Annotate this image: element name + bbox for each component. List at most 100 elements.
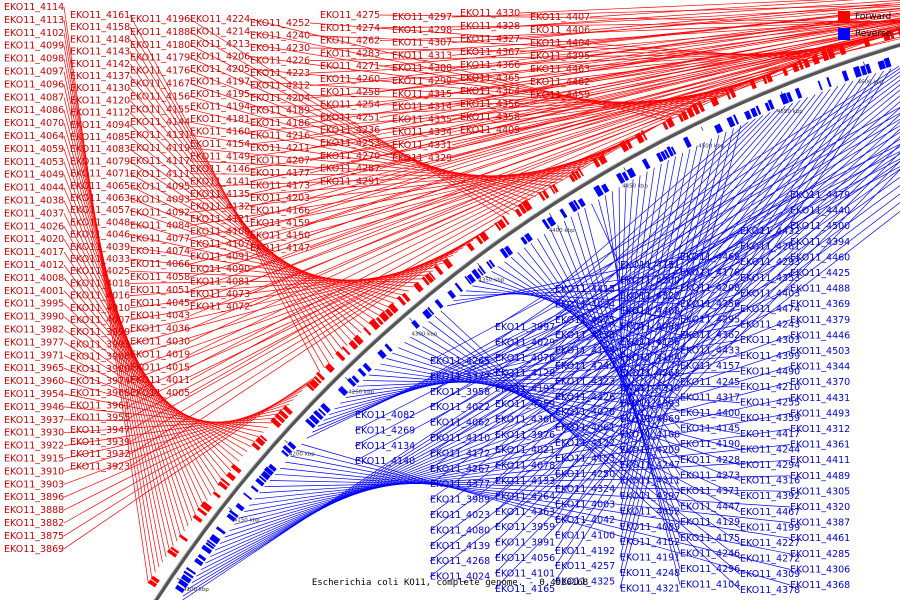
reverse-connector xyxy=(362,380,741,388)
reverse-gene xyxy=(488,259,496,268)
forward-connector xyxy=(63,19,153,578)
forward-gene-label: EKO11_4148 xyxy=(70,34,130,45)
forward-gene-label: EKO11_4176 xyxy=(130,66,190,77)
reverse-gene-label: EKO11_4209 xyxy=(620,445,680,456)
forward-gene xyxy=(170,546,180,554)
tick-mark xyxy=(344,376,349,381)
tick-label: 4550 kbp xyxy=(777,109,803,115)
reverse-gene-label: EKO11_4322 xyxy=(620,291,680,302)
reverse-connector xyxy=(429,125,900,408)
reverse-gene-label: EKO11_4467 xyxy=(740,507,800,518)
reverse-gene-label: EKO11_3991 xyxy=(495,538,555,549)
reverse-gene-label: EKO11_4082 xyxy=(355,410,415,421)
forward-connector xyxy=(451,25,900,120)
forward-gene xyxy=(665,117,675,128)
reverse-gene-label: EKO11_4138 xyxy=(555,330,615,341)
forward-gene-label: EKO11_3947 xyxy=(70,425,130,436)
forward-gene xyxy=(428,271,436,281)
reverse-gene xyxy=(726,116,736,128)
forward-connector xyxy=(63,419,273,424)
forward-connector xyxy=(519,0,828,14)
forward-connector xyxy=(63,32,156,573)
reverse-gene-label: EKO11_4353 xyxy=(740,273,800,284)
forward-gene-label: EKO11_4011 xyxy=(130,375,190,386)
reverse-connector xyxy=(354,151,900,431)
forward-gene xyxy=(811,54,820,65)
reverse-gene-label: EKO11_4101 xyxy=(495,568,555,579)
reverse-gene-label: EKO11_4153 xyxy=(555,453,615,464)
reverse-gene-label: EKO11_4324 xyxy=(555,484,615,495)
forward-gene-label: EKO11_4092 xyxy=(130,208,190,219)
forward-gene xyxy=(551,183,559,193)
reverse-gene-label: EKO11_4269 xyxy=(355,425,415,436)
forward-gene-label: EKO11_4113 xyxy=(4,15,64,26)
forward-connector xyxy=(63,417,277,434)
reverse-gene-label: EKO11_4134 xyxy=(355,441,415,452)
reverse-gene xyxy=(427,306,435,316)
forward-gene-label: EKO11_4111 xyxy=(130,169,190,180)
forward-gene-label: EKO11_3980 xyxy=(70,364,130,375)
tick-mark xyxy=(284,440,288,444)
label-connectors xyxy=(63,0,900,600)
tick-mark xyxy=(700,126,704,131)
reverse-connector xyxy=(354,166,900,462)
forward-gene-label: EKO11_4307 xyxy=(392,38,452,49)
forward-gene-label: EKO11_4158 xyxy=(70,22,130,33)
forward-gene-label: EKO11_4188 xyxy=(130,27,190,38)
forward-gene-label: EKO11_4012 xyxy=(4,260,64,271)
forward-connector xyxy=(451,36,900,159)
forward-gene-label: EKO11_4213 xyxy=(190,39,250,50)
forward-gene xyxy=(255,436,266,447)
tick-label: 4500 kbp xyxy=(698,144,724,150)
forward-connector xyxy=(249,82,748,195)
forward-connector xyxy=(63,6,149,584)
reverse-gene xyxy=(255,477,265,487)
forward-gene-label: EKO11_4019 xyxy=(130,349,190,360)
forward-gene xyxy=(368,318,381,331)
forward-gene-label: EKO11_4020 xyxy=(4,234,64,245)
forward-gene-label: EKO11_4327 xyxy=(460,34,520,45)
forward-connector xyxy=(589,20,900,70)
forward-connector xyxy=(63,58,163,563)
reverse-connector xyxy=(554,86,839,475)
forward-gene-label: EKO11_4206 xyxy=(190,52,250,63)
reverse-gene xyxy=(860,65,868,76)
reverse-gene-label: EKO11_4323 xyxy=(555,376,615,387)
forward-gene-label: EKO11_3965 xyxy=(4,363,64,374)
reverse-connector xyxy=(619,125,742,589)
reverse-connector xyxy=(494,169,900,590)
forward-gene-label: EKO11_4297 xyxy=(392,12,452,23)
forward-connector xyxy=(519,12,900,66)
forward-gene-label: EKO11_4015 xyxy=(130,362,190,373)
reverse-gene xyxy=(826,76,832,88)
forward-gene-label: EKO11_4049 xyxy=(4,170,64,181)
reverse-gene-label: EKO11_4461 xyxy=(790,533,850,544)
reverse-gene xyxy=(282,444,293,454)
reverse-gene xyxy=(471,268,481,280)
reverse-gene xyxy=(663,149,670,159)
reverse-connector xyxy=(619,163,662,420)
reverse-connector xyxy=(392,352,741,466)
forward-gene-label: EKO11_4167 xyxy=(130,79,190,90)
forward-gene-label: EKO11_4008 xyxy=(4,273,64,284)
reverse-gene-label: EKO11_4249 xyxy=(555,361,615,372)
legend: Forward Reverse xyxy=(838,8,898,42)
forward-connector xyxy=(129,112,357,338)
forward-connector xyxy=(309,30,891,199)
forward-connector xyxy=(451,4,900,18)
reverse-gene-label: EKO11_4293 xyxy=(740,257,800,268)
forward-gene-label: EKO11_4094 xyxy=(70,120,130,131)
forward-gene-label: EKO11_4270 xyxy=(320,151,380,162)
reverse-gene-label: EKO11_4479 xyxy=(790,190,850,201)
reverse-gene-label: EKO11_4360 xyxy=(495,414,555,425)
reverse-connector xyxy=(239,397,791,519)
reverse-connector xyxy=(234,381,791,525)
reverse-gene-label: EKO11_4184 xyxy=(620,352,680,363)
reverse-gene-label: EKO11_4264 xyxy=(495,491,555,502)
reverse-gene-label: EKO11_4028 xyxy=(555,407,615,418)
forward-gene-label: EKO11_4048 xyxy=(70,217,130,228)
forward-connector xyxy=(63,380,260,438)
forward-gene xyxy=(662,121,669,131)
reverse-gene-label: EKO11_4359 xyxy=(740,413,800,424)
reverse-connector xyxy=(429,131,900,423)
